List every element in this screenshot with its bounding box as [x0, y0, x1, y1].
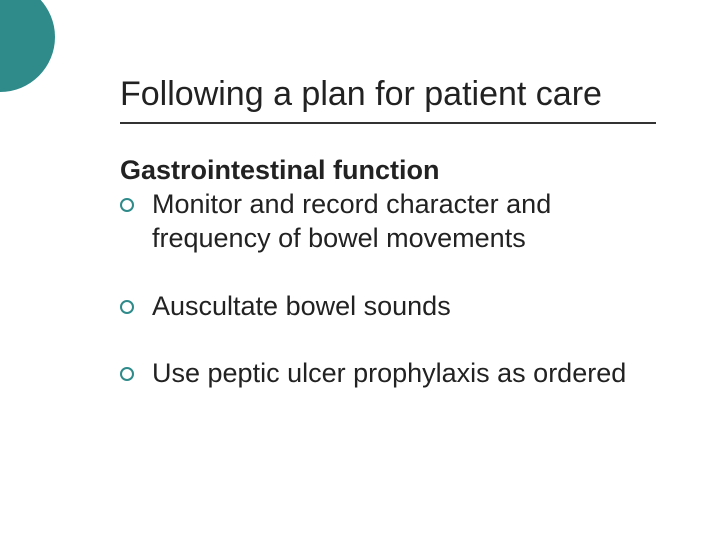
list-item: Use peptic ulcer prophylaxis as ordered: [120, 357, 656, 391]
subheading: Gastrointestinal function: [120, 155, 656, 186]
slide: Following a plan for patient care Gastro…: [0, 0, 720, 540]
bullet-text: Monitor and record character and frequen…: [152, 188, 656, 256]
bullet-text: Auscultate bowel sounds: [152, 290, 451, 324]
bullet-icon: [120, 198, 134, 212]
list-item: Monitor and record character and frequen…: [120, 188, 656, 256]
bullet-text: Use peptic ulcer prophylaxis as ordered: [152, 357, 626, 391]
bullet-icon: [120, 367, 134, 381]
bullet-icon: [120, 300, 134, 314]
list-item: Auscultate bowel sounds: [120, 290, 656, 324]
title-underline: [120, 122, 656, 124]
slide-body: Gastrointestinal function Monitor and re…: [120, 155, 656, 391]
slide-title: Following a plan for patient care: [120, 75, 602, 114]
